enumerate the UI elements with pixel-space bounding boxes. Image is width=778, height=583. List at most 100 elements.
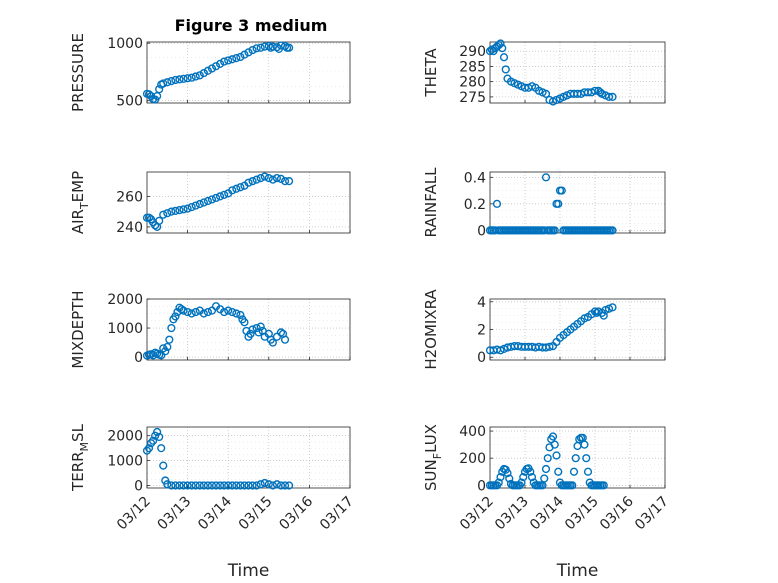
data-point (554, 467, 563, 476)
data-point (179, 74, 188, 83)
data-point (175, 481, 184, 490)
data-point (599, 481, 608, 490)
y-axis-label: MIXDEPTH (69, 290, 87, 368)
data-point (256, 43, 265, 52)
data-point (167, 77, 176, 86)
data-point (280, 335, 290, 344)
data-point (268, 175, 277, 184)
x-tick-label: 03/13 (492, 494, 532, 534)
data-point (163, 78, 172, 87)
data-point (526, 467, 535, 476)
subplot-h2omixra: 0 2 4 H2OMIXRA (422, 289, 666, 370)
data-point (175, 206, 184, 215)
data-point (272, 480, 282, 489)
data-point (167, 207, 176, 216)
data-point (215, 192, 225, 201)
data-point (165, 335, 174, 344)
data-point (163, 480, 172, 489)
data-point (155, 85, 164, 94)
data-point (203, 196, 213, 206)
y-tick-label: 400 (459, 424, 486, 440)
data-point (496, 39, 505, 48)
y-axis-label: SUNFLUX (422, 424, 444, 491)
data-point (264, 480, 273, 489)
data-point (220, 481, 229, 490)
data-point (211, 193, 221, 203)
data-point (207, 481, 217, 490)
data-point (224, 481, 233, 490)
subplot-terr: 0 1000 2000 03/12 03/13 03/14 03/15 03/16 03/17 T… (69, 423, 357, 581)
y-tick-label: 0 (477, 478, 486, 494)
data-point (195, 199, 204, 209)
data-point (248, 177, 257, 186)
data-point (527, 473, 537, 482)
data-point (211, 481, 221, 490)
data-point (207, 64, 217, 73)
data-point (240, 318, 249, 327)
data-point (144, 444, 154, 453)
y-tick-label: 0 (134, 479, 143, 495)
subplot-rainfall: 0 0.2 0.4 RAINFALL (422, 167, 666, 239)
data-point (199, 198, 208, 207)
axes-box (489, 426, 666, 489)
y-tick-label: 290 (459, 44, 486, 60)
data-point (199, 481, 208, 490)
data-point (171, 481, 180, 490)
y-tick-label: 1000 (107, 454, 143, 470)
y-tick-label: 0 (477, 350, 486, 366)
data-point (285, 481, 294, 490)
data-point (540, 474, 549, 483)
data-point (517, 478, 526, 487)
data-point (599, 311, 608, 320)
data-point (240, 481, 249, 490)
data-point (492, 199, 502, 208)
axes-box (146, 41, 351, 104)
y-tick-label: 240 (116, 220, 143, 236)
data-point (179, 205, 188, 214)
data-point (519, 473, 528, 482)
subplot-air: 240 260 AIRTEMP (69, 171, 351, 236)
y-tick-label: 1000 (107, 36, 143, 52)
data-point (240, 50, 249, 59)
data-point (548, 432, 558, 441)
data-point (496, 473, 505, 482)
data-point (187, 73, 196, 82)
data-point (569, 467, 579, 476)
data-point (175, 75, 184, 84)
y-tick-label: 1000 (107, 321, 143, 337)
data-point (276, 481, 286, 490)
x-tick-label: 03/12 (114, 494, 154, 534)
data-point (592, 308, 601, 317)
data-point (499, 53, 509, 62)
data-point (220, 57, 229, 66)
data-point (155, 432, 164, 442)
data-point (256, 174, 265, 183)
data-point (183, 481, 192, 490)
y-axis-label: TERRMSL (69, 423, 91, 492)
axes-box (146, 171, 351, 234)
data-point (171, 75, 180, 85)
data-point (541, 464, 551, 474)
axes-box (489, 41, 666, 104)
y-tick-label: 0 (134, 350, 143, 366)
x-axis-label: Time (227, 561, 270, 581)
data-point (276, 328, 286, 337)
x-tick-label: 03/15 (236, 494, 276, 534)
data-point (207, 195, 217, 204)
data-point (228, 55, 237, 64)
data-point (159, 461, 168, 470)
data-point (191, 201, 200, 210)
x-tick-label: 03/16 (597, 493, 637, 533)
data-point (183, 307, 192, 317)
y-tick-label: 285 (459, 59, 486, 75)
y-axis-label: PRESSURE (69, 33, 87, 112)
data-point (272, 43, 282, 52)
data-point (228, 481, 237, 490)
data-point (199, 309, 208, 318)
data-point (543, 454, 552, 463)
y-tick-label: 200 (459, 451, 486, 467)
data-point (199, 68, 208, 78)
data-point (148, 436, 158, 445)
